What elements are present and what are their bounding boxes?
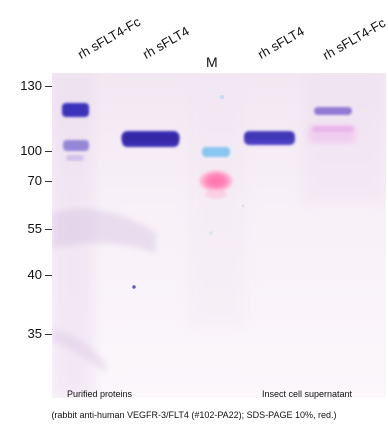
right-note: Insect cell supernatant — [262, 389, 353, 399]
lane-label-marker: M — [206, 54, 218, 70]
mw-label-40: 40 — [27, 267, 42, 282]
mw-label-130: 130 — [20, 78, 42, 93]
caption: (rabbit anti-human VEGFR-3/FLT4 (#102-PA… — [51, 410, 337, 420]
tick-40 — [45, 275, 53, 276]
tick-35 — [45, 334, 53, 335]
tick-130 — [45, 86, 53, 87]
left-note: Purified proteins — [67, 389, 133, 399]
lane-label-5: rh sFLT4-Fc — [320, 14, 388, 63]
tick-70 — [45, 181, 53, 182]
tick-55 — [45, 229, 53, 230]
mw-label-100: 100 — [20, 143, 42, 158]
lane-label-1: rh sFLT4-Fc — [75, 13, 143, 62]
mw-label-70: 70 — [27, 173, 42, 188]
western-blot-membrane — [52, 73, 386, 398]
tick-100 — [45, 151, 53, 152]
mw-label-55: 55 — [27, 221, 42, 236]
lane-label-4: rh sFLT4 — [255, 23, 307, 62]
mw-label-35: 35 — [27, 326, 42, 341]
lane-label-2: rh sFLT4 — [140, 23, 192, 62]
